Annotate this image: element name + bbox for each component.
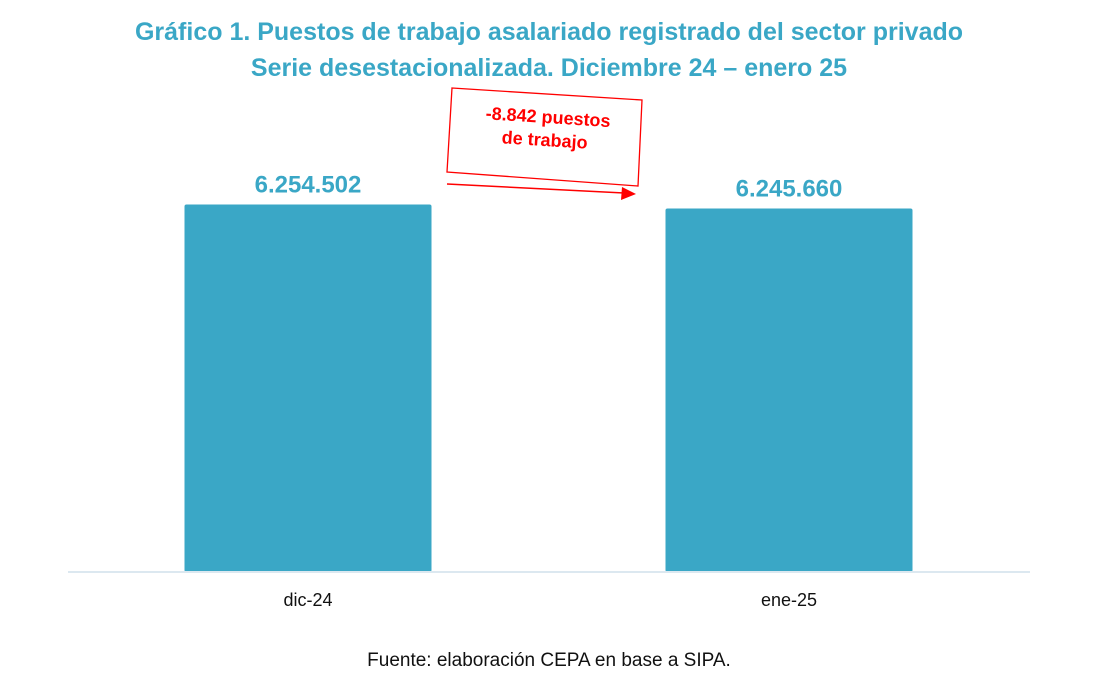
arrow-head-icon — [621, 187, 636, 200]
value-label: 6.254.502 — [255, 171, 362, 198]
x-tick-label: dic-24 — [283, 590, 332, 610]
bar-dic-24 — [184, 204, 432, 572]
source-note: Fuente: elaboración CEPA en base a SIPA. — [367, 650, 731, 671]
annotation-box — [446, 87, 643, 187]
change-annotation: -8.842 puestos de trabajo — [446, 87, 643, 200]
annotation-arrow-line — [446, 183, 625, 194]
value-label: 6.245.660 — [736, 175, 843, 202]
chart-subtitle: Serie desestacionalizada. Diciembre 24 –… — [251, 54, 847, 82]
bar-ene-25 — [665, 208, 913, 572]
chart-title: Gráfico 1. Puestos de trabajo asalariado… — [135, 18, 963, 46]
x-tick-label: ene-25 — [761, 590, 817, 610]
